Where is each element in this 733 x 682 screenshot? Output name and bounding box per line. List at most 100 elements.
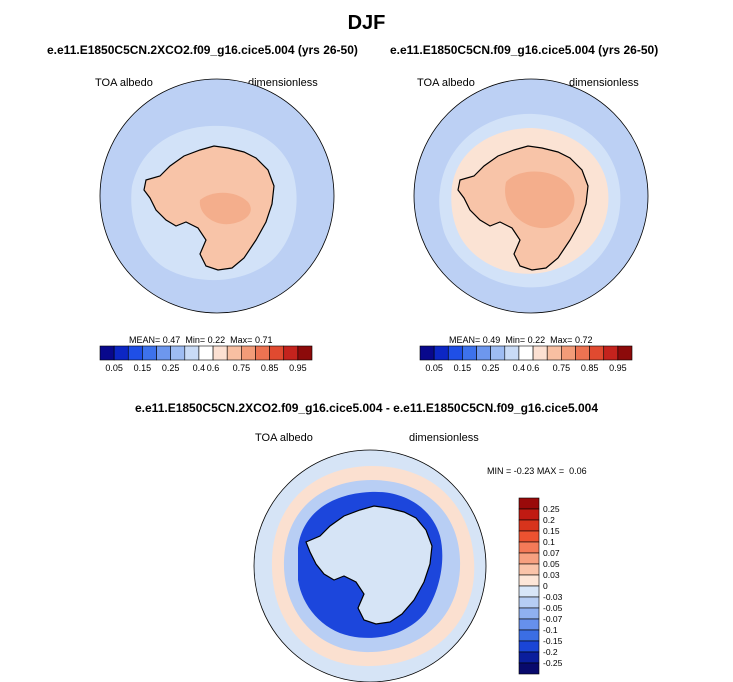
panel-1-left-label: TOA albedo (95, 77, 153, 89)
colorbar-1-swatch-3 (142, 345, 157, 361)
colorbar-3-swatch-12 (518, 629, 540, 642)
colorbar-2-swatch-6 (504, 345, 520, 361)
panel-1-mean-value: 0.47 (162, 335, 181, 345)
colorbar-1-tick-label: 0.4 (193, 363, 206, 373)
colorbar-1-tick-label: 0.75 (233, 363, 251, 373)
colorbar-3-swatch-1 (518, 508, 540, 521)
panel-2-stats: MEAN= 0.49 Min= 0.22 Max= 0.72 (449, 335, 592, 345)
panel-2-max-value: 0.72 (574, 335, 593, 345)
colorbar-1-swatch-9 (226, 345, 242, 361)
panel-2-right-label: dimensionless (569, 77, 639, 89)
colorbar-2-swatch-5 (490, 345, 506, 361)
map-1-border (99, 78, 335, 314)
colorbar-1-swatch-2 (127, 345, 143, 361)
colorbar-2-tick-label: 0.6 (527, 363, 540, 373)
colorbar-1-swatch-13 (283, 345, 299, 361)
colorbar-2: 0.05 0.15 0.25 0.4 0.6 0.75 0.85 0.95 (419, 345, 633, 373)
colorbar-2-swatch-1 (433, 345, 449, 361)
colorbar-2-swatch-8 (532, 345, 548, 361)
colorbar-3-tick-label: -0.15 (543, 636, 563, 646)
colorbar-2-swatch-4 (476, 345, 491, 361)
colorbar-3-swatch-11 (518, 618, 540, 631)
panel-2-mean-label: MEAN= (449, 335, 481, 345)
panel-2-min-label: Min= (505, 335, 526, 345)
colorbar-1-swatch-0 (99, 345, 115, 361)
map-3-border (253, 449, 487, 682)
colorbar-2-tick-label: 0.95 (609, 363, 627, 373)
colorbar-3-tick-label: 0.07 (543, 548, 560, 558)
panel-1-max-value: 0.71 (254, 335, 273, 345)
colorbar-1-swatch-14 (297, 345, 313, 361)
colorbar-2-swatch-14 (617, 345, 633, 361)
panel-3-title: e.e11.E1850C5CN.2XCO2.f09_g16.cice5.004 … (135, 401, 598, 415)
colorbar-2-swatch-13 (603, 345, 619, 361)
panel-2-min-value: 0.22 (527, 335, 546, 345)
colorbar-3-tick-label: 0 (543, 581, 548, 591)
panel-3-left-label: TOA albedo (255, 432, 313, 444)
map-3-continent (305, 505, 433, 625)
panel-3-min-value: -0.23 (513, 466, 535, 476)
colorbar-2-tick-label: 0.05 (425, 363, 443, 373)
colorbar-1-tick-label: 0.05 (105, 363, 123, 373)
colorbar-3-swatch-3 (518, 530, 540, 543)
colorbar-1-swatch-12 (269, 345, 285, 361)
map-2-border (413, 78, 649, 314)
panel-1-min-label: Min= (185, 335, 206, 345)
colorbar-2-tick-label: 0.4 (513, 363, 526, 373)
colorbar-3-swatch-4 (518, 541, 540, 554)
panel-1-min-value: 0.22 (207, 335, 226, 345)
panel-2-max-label: Max= (550, 335, 573, 345)
colorbar-3-swatch-14 (518, 651, 540, 664)
colorbar-2-swatch-10 (561, 345, 576, 361)
map-panel-3 (253, 449, 487, 682)
colorbar-3-swatch-13 (518, 640, 540, 653)
panel-2-title: e.e11.E1850C5CN.f09_g16.cice5.004 (yrs 2… (390, 43, 659, 57)
colorbar-3-swatch-15 (518, 662, 540, 675)
colorbar-1-swatch-10 (241, 345, 256, 361)
panel-3-max-label: MAX = (536, 466, 565, 476)
colorbar-2-tick-label: 0.15 (454, 363, 472, 373)
colorbar-3-swatch-5 (518, 552, 540, 565)
colorbar-1-tick-label: 0.95 (289, 363, 307, 373)
colorbar-1-swatch-6 (184, 345, 200, 361)
panel-2-mean-value: 0.49 (482, 335, 501, 345)
colorbar-3-tick-label: -0.05 (543, 603, 563, 613)
colorbar-2-swatch-12 (589, 345, 605, 361)
colorbar-3-swatch-2 (518, 519, 540, 532)
panel-3-right-label: dimensionless (409, 432, 479, 444)
colorbar-2-swatch-3 (462, 345, 477, 361)
colorbar-3-tick-label: 0.25 (543, 504, 560, 514)
colorbar-2-swatch-7 (518, 345, 534, 361)
colorbar-3-tick-label: -0.25 (543, 658, 563, 668)
panel-1-right-label: dimensionless (248, 77, 318, 89)
colorbar-3-tick-label: 0.2 (543, 515, 555, 525)
colorbar-3-swatch-6 (518, 563, 540, 576)
panel-1-stats: MEAN= 0.47 Min= 0.22 Max= 0.71 (129, 335, 272, 345)
colorbar-3-swatch-10 (518, 607, 540, 620)
panel-2-left-label: TOA albedo (417, 77, 475, 89)
colorbar-1-tick-label: 0.6 (207, 363, 220, 373)
colorbar-3-swatch-7 (518, 574, 540, 587)
colorbar-2-swatch-2 (447, 345, 463, 361)
colorbar-1-swatch-1 (113, 345, 129, 361)
colorbar-2-swatch-0 (419, 345, 435, 361)
colorbar-2-swatch-11 (575, 345, 590, 361)
colorbar-3-tick-label: 0.03 (543, 570, 560, 580)
figure-title: DJF (347, 12, 386, 34)
colorbar-3-tick-label: -0.03 (543, 592, 563, 602)
map-panel-1 (99, 78, 335, 314)
colorbar-2-tick-label: 0.85 (581, 363, 599, 373)
colorbar-3-tick-label: 0.05 (543, 559, 560, 569)
map-panel-2 (413, 78, 649, 314)
colorbar-3-tick-label: -0.07 (543, 614, 563, 624)
colorbar-1: 0.05 0.15 0.25 0.4 0.6 0.75 0.85 0.95 (99, 345, 313, 373)
colorbar-2-tick-label: 0.25 (482, 363, 500, 373)
panel-3-stats: MIN = -0.23 MAX = 0.06 (487, 466, 587, 476)
colorbar-1-tick-label: 0.25 (162, 363, 180, 373)
colorbar-1-swatch-8 (212, 345, 228, 361)
panel-1-max-label: Max= (230, 335, 253, 345)
colorbar-3-tick-label: 0.15 (543, 526, 560, 536)
colorbar-1-tick-label: 0.85 (261, 363, 279, 373)
colorbar-2-tick-label: 0.75 (553, 363, 571, 373)
